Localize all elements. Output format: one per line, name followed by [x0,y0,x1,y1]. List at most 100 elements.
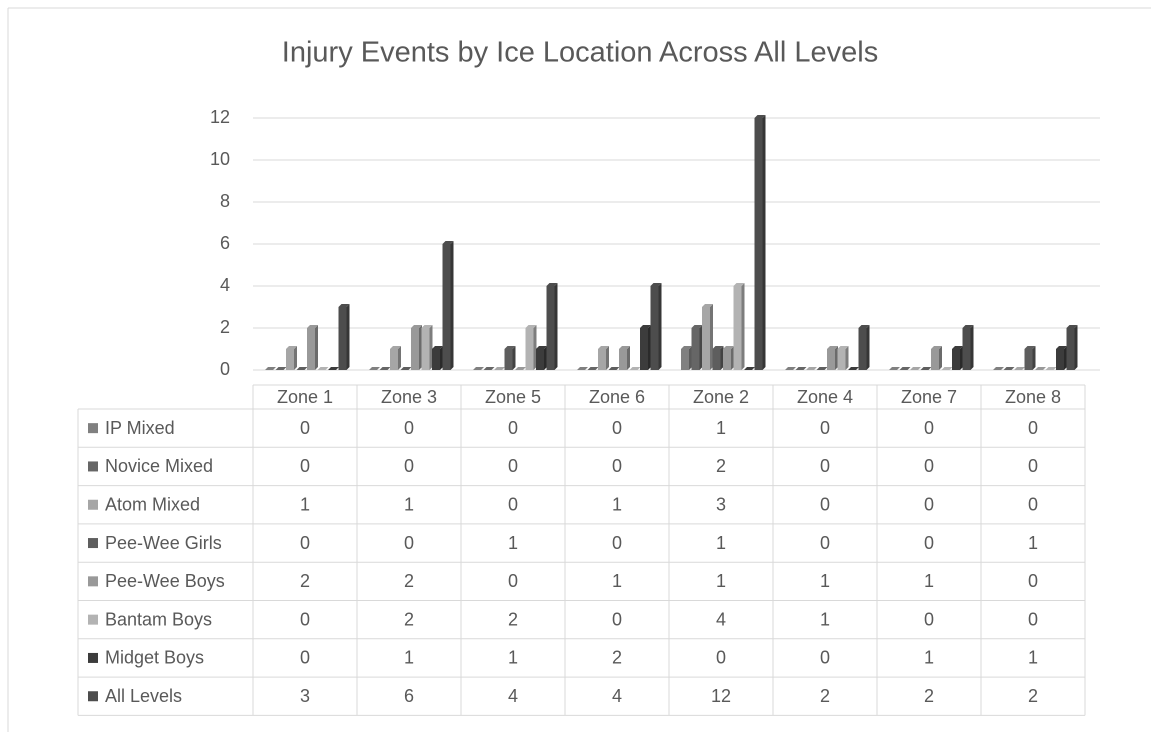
bar-top [650,283,662,286]
bar-top [483,367,495,370]
table-cell: 2 [612,648,622,668]
table-cell: 0 [508,495,518,515]
x-tick-label: Zone 2 [693,387,749,407]
y-tick-label: 6 [220,233,230,253]
bar-top [390,346,401,349]
bar-top [577,367,588,370]
table-cell: 0 [404,418,414,438]
table-cell: 0 [1028,571,1038,591]
bar-top [307,325,318,328]
bar-top [400,367,412,370]
bar-side [689,346,692,370]
table-cell: 6 [404,686,414,706]
bar-top [317,367,329,370]
bar-top [848,367,859,370]
table-cell: 0 [300,609,310,629]
table-cell: 0 [820,495,830,515]
table-cell: 0 [820,418,830,438]
legend-label: Atom Mixed [105,495,200,515]
bar-top [619,346,630,349]
table-cell: 4 [612,686,622,706]
bar-top [1003,367,1015,370]
table-cell: 1 [716,533,726,553]
bar-top [536,346,547,349]
bar-top [899,367,911,370]
legend-key [88,499,98,510]
table-cell: 0 [300,418,310,438]
x-tick-label: Zone 8 [1005,387,1061,407]
bar [286,349,294,370]
table-cell: 1 [612,571,622,591]
table-cell: 1 [924,571,934,591]
table-cell: 0 [300,456,310,476]
bar-top [379,367,391,370]
bar-top [920,367,932,370]
bar-top [858,325,870,328]
bar [1056,349,1064,370]
bar-top [328,367,339,370]
bar [421,328,430,370]
bar-top [442,241,454,244]
bar-side [866,325,870,370]
table-cell: 0 [924,533,934,553]
bar-top [338,304,350,307]
table-cell: 2 [404,571,414,591]
legend-key [88,538,98,549]
bar-top [837,346,849,349]
bar-top [681,346,692,349]
table-cell: 1 [716,571,726,591]
bar-top [504,346,516,349]
bar [307,328,315,370]
bar-top [432,346,443,349]
table-cell: 2 [508,609,518,629]
bar-top [691,325,703,328]
table-cell: 0 [508,418,518,438]
bar [442,244,451,370]
table-cell: 0 [508,456,518,476]
bar-side [429,325,433,370]
table-cell: 1 [404,648,414,668]
table-cell: 0 [612,418,622,438]
x-tick-label: Zone 5 [485,387,541,407]
y-tick-label: 12 [210,107,230,127]
bar-side [440,346,443,370]
bar-top [275,367,287,370]
bar-side [315,325,318,370]
bar [546,286,555,370]
bar [962,328,971,370]
bar-top [931,346,942,349]
bar-top [587,367,599,370]
table-cell: 2 [716,456,726,476]
legend-key [88,423,98,434]
chart-title: Injury Events by Ice Location Across All… [282,37,878,69]
bar-top [1045,367,1057,370]
legend-key [88,614,98,625]
table-cell: 4 [508,686,518,706]
bar [691,328,700,370]
x-tick-label: Zone 1 [277,387,333,407]
table-cell: 0 [404,533,414,553]
table-cell: 2 [820,686,830,706]
bar-side [960,346,963,370]
table-cell: 0 [1028,609,1038,629]
bar [712,349,721,370]
bar-top [712,346,724,349]
table-cell: 0 [924,418,934,438]
bar-top [723,346,734,349]
table-cell: 1 [716,418,726,438]
bar-side [658,283,662,370]
bar [640,328,648,370]
table-cell: 0 [1028,495,1038,515]
table-cell: 2 [1028,686,1038,706]
bar-side [699,325,703,370]
bar [619,349,627,370]
table-cell: 1 [508,533,518,553]
bar [931,349,939,370]
table-cell: 0 [820,456,830,476]
bar-top [827,346,838,349]
bar [650,286,659,370]
table-cell: 0 [820,648,830,668]
bar-top [962,325,974,328]
bar-top [754,115,766,118]
